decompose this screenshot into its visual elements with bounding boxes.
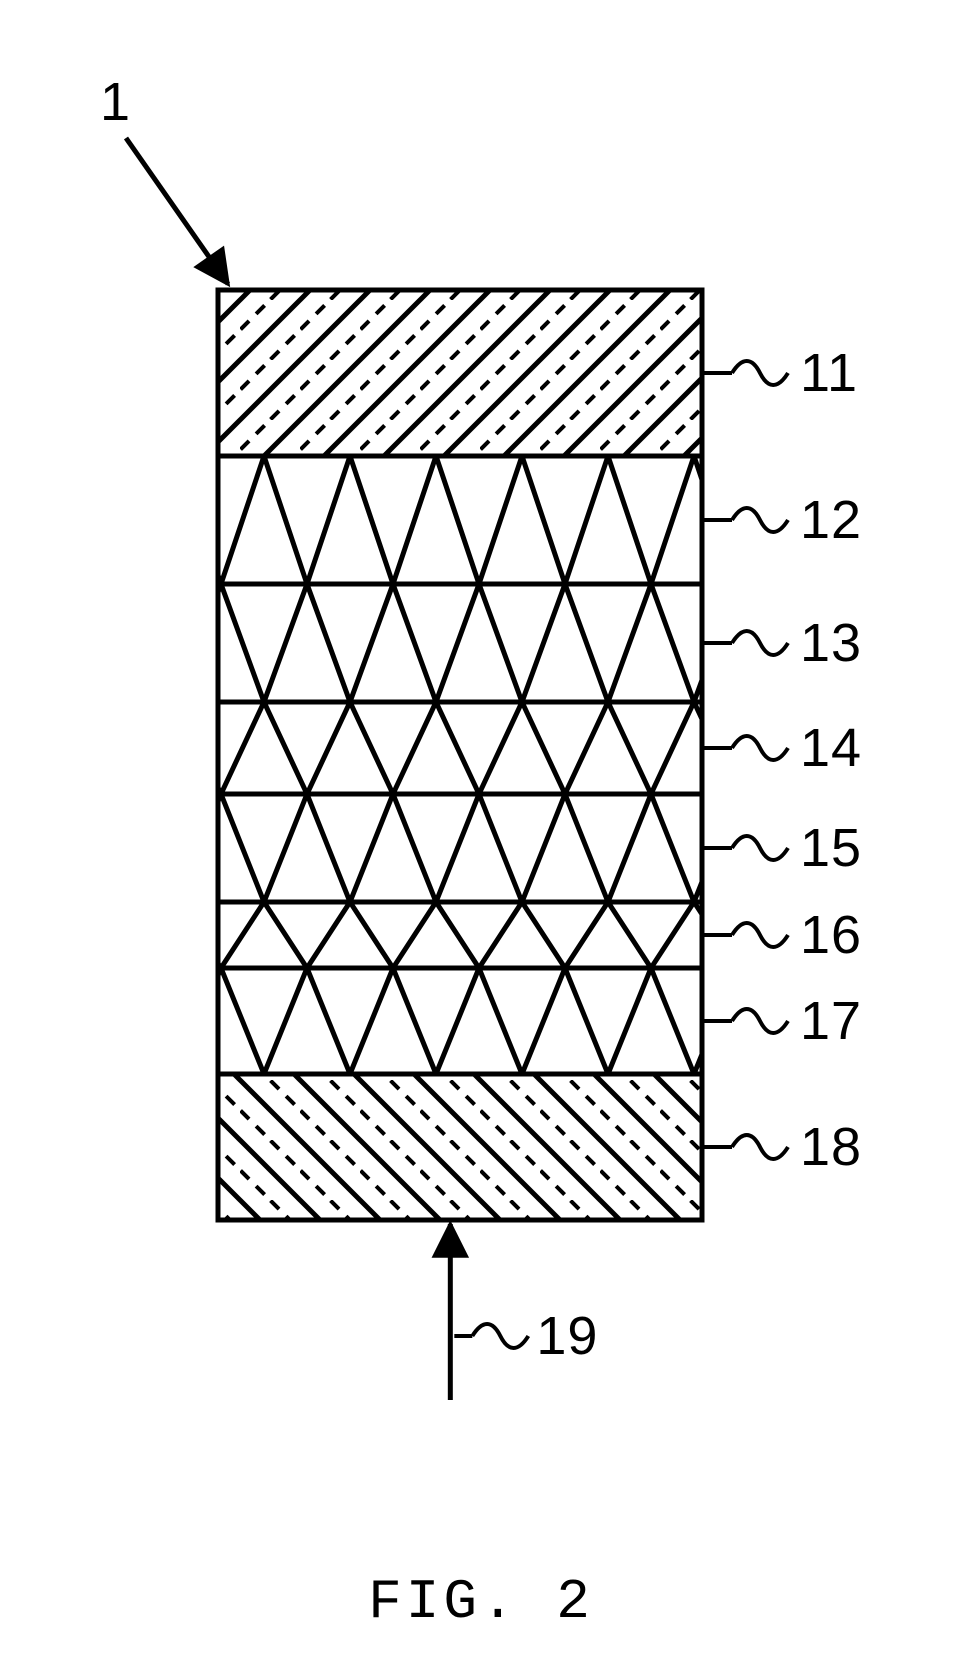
layer-17 — [92, 968, 866, 1074]
layer-12 — [92, 456, 866, 584]
layer-16 — [92, 902, 866, 968]
layer-label-18: 18 — [800, 1117, 862, 1177]
layer-label-11: 11 — [800, 343, 858, 403]
layer-15 — [92, 794, 866, 902]
layer-label-15: 15 — [800, 818, 862, 878]
layer-label-16: 16 — [800, 905, 862, 965]
layer-label-12: 12 — [800, 490, 862, 550]
layer-11 — [218, 290, 702, 456]
layer-label-14: 14 — [800, 718, 862, 778]
layer-18 — [218, 1074, 702, 1220]
page: 11 12 13 14 15 16 17 18 1 19 FIG. 2 — [0, 0, 962, 1678]
bottom-pointer-label: 19 — [536, 1306, 598, 1366]
figure-caption: FIG. 2 — [0, 1570, 962, 1634]
layer-14 — [92, 702, 866, 794]
figure-svg: 11 12 13 14 15 16 17 18 1 19 — [0, 0, 962, 1678]
layer-label-13: 13 — [800, 613, 862, 673]
layer-label-17: 17 — [800, 991, 862, 1051]
assembly-label: 1 — [100, 72, 131, 132]
layer-13 — [92, 584, 866, 702]
